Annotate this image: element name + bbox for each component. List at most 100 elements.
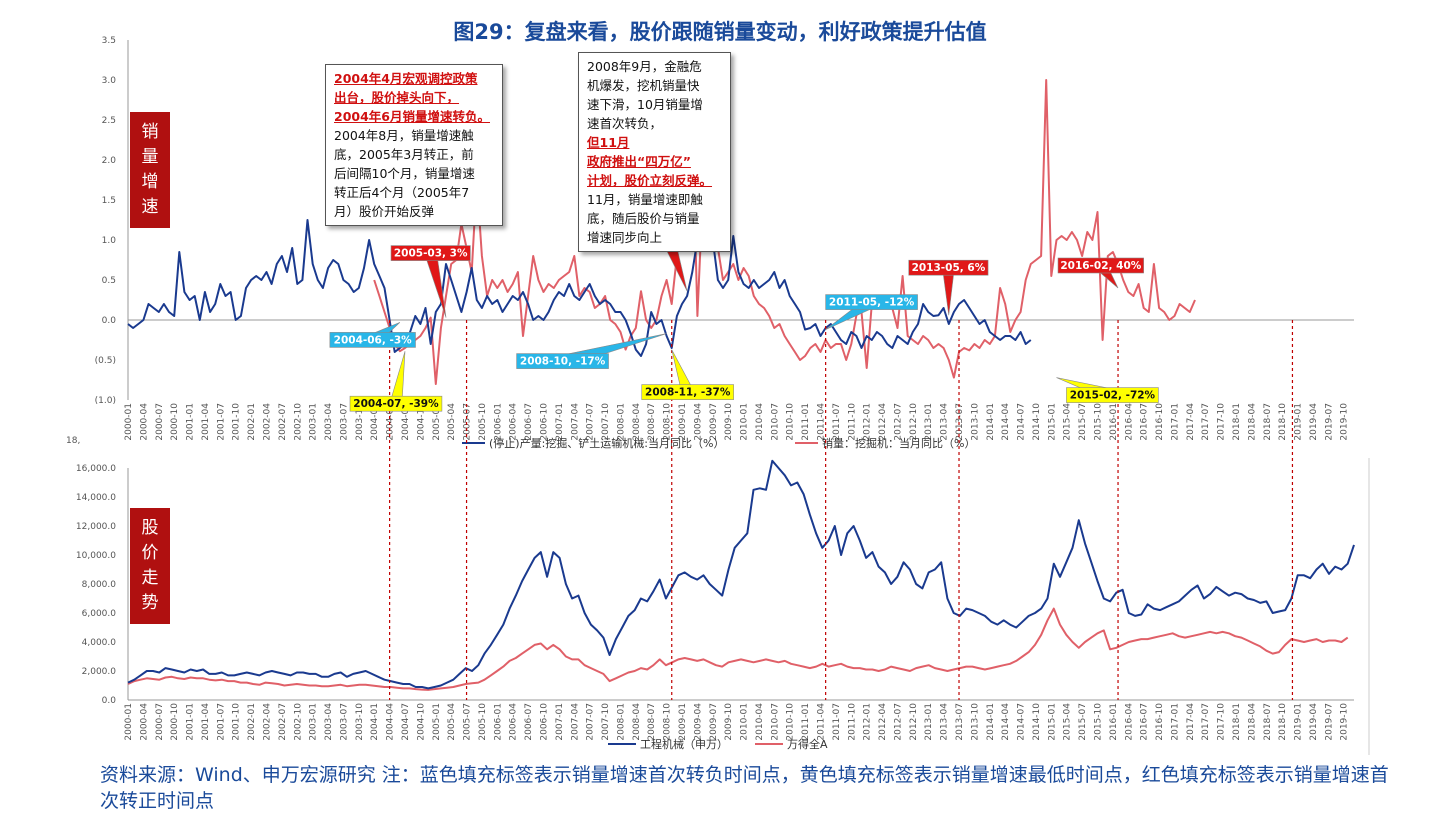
top-x-tick-label: 2016-01: [1109, 403, 1119, 441]
top-x-tick-label: 2010-04: [755, 403, 765, 441]
source-note: 资料来源：Wind、申万宏源研究 注：蓝色填充标签表示销量增速首次转负时间点，黄…: [100, 764, 1389, 812]
top-y-tick-label: 3.0: [102, 76, 117, 86]
callout-label: 2004-07, -39%: [353, 398, 439, 410]
note-2004: 2004年4月宏观调控政策 出台，股价掉头向下， 2004年6月销量增速转负。 …: [325, 64, 503, 226]
top-x-tick-label: 2002-01: [247, 403, 257, 441]
note-2008-line: 11月，销量增速即触: [587, 192, 703, 207]
bottom-x-tick-label: 2011-10: [847, 703, 857, 741]
note-2004-line: 后间隔10个月，销量增速: [334, 166, 475, 181]
top-x-tick-label: 2019-10: [1340, 403, 1350, 441]
bottom-y-tick-label: 6,000.0: [82, 609, 117, 619]
top-x-tick-label: 2008-10: [663, 403, 673, 441]
note-2004-line: 底，2005年3月转正，前: [334, 147, 474, 162]
bottom-x-tick-label: 2000-04: [139, 703, 149, 741]
top-badge-char: 速: [141, 197, 159, 217]
top-x-tick-label: 2007-10: [601, 403, 611, 441]
top-x-tick-label: 2011-04: [817, 403, 827, 441]
bottom-x-tick-label: 2007-01: [555, 703, 565, 741]
top-x-tick-label: 2009-01: [678, 403, 688, 441]
note-2004-red-line: 2004年4月宏观调控政策: [334, 71, 478, 86]
bottom-x-tick-label: 2014-07: [1017, 703, 1027, 741]
top-x-tick-label: 2003-07: [339, 403, 349, 441]
top-x-tick-label: 2012-04: [878, 403, 888, 441]
top-x-tick-label: 2005-10: [478, 403, 488, 441]
top-x-tick-label: 2019-07: [1324, 403, 1334, 441]
bottom-legend-label: 万得全A: [787, 737, 828, 751]
top-x-tick-label: 2000-01: [124, 403, 134, 441]
note-2008-line: 增速同步向上: [587, 230, 663, 245]
note-2008-line: 机爆发，挖机销量快: [587, 78, 700, 93]
bottom-x-tick-label: 2003-10: [355, 703, 365, 741]
bottom-x-tick-label: 2017-07: [1201, 703, 1211, 741]
top-x-tick-label: 2005-01: [432, 403, 442, 441]
top-y-tick-label: 0.5: [102, 276, 116, 286]
top-x-tick-label: 2007-01: [555, 403, 565, 441]
top-x-tick-label: 2012-01: [863, 403, 873, 441]
bottom-badge-char: 股: [141, 518, 159, 538]
note-2008-red-line: 但11月: [587, 135, 630, 150]
bottom-x-tick-label: 2008-07: [647, 703, 657, 741]
bottom-x-tick-label: 2005-04: [447, 703, 457, 741]
bottom-x-tick-label: 2014-01: [986, 703, 996, 741]
bottom-x-tick-label: 2018-07: [1263, 703, 1273, 741]
bottom-y-tick-label: 0.0: [102, 696, 117, 706]
bottom-legend-label: 工程机械（申万）: [640, 737, 728, 751]
top-x-tick-label: 2019-01: [1294, 403, 1304, 441]
top-x-tick-label: 2000-04: [139, 403, 149, 441]
bottom-x-tick-label: 2010-10: [786, 703, 796, 741]
note-2004-line: 月）股价开始反弹: [334, 204, 435, 219]
top-x-tick-label: 2006-01: [493, 403, 503, 441]
top-x-tick-label: 2018-07: [1263, 403, 1273, 441]
top-x-tick-label: 2012-10: [909, 403, 919, 441]
note-2008-line: 2008年9月，金融危: [587, 59, 702, 74]
top-x-tick-label: 2009-10: [724, 403, 734, 441]
bottom-x-tick-label: 2007-04: [570, 703, 580, 741]
bottom-x-tick-label: 2019-01: [1294, 703, 1304, 741]
top-chart-badge: 销 量 增 速: [130, 112, 170, 228]
bottom-x-tick-label: 2002-04: [263, 703, 273, 741]
top-x-tick-label: 2011-07: [832, 403, 842, 441]
callout-label: 2004-06, -3%: [334, 334, 413, 346]
bottom-x-tick-label: 2003-01: [309, 703, 319, 741]
top-x-tick-label: 2013-07: [955, 403, 965, 441]
bottom-x-tick-label: 2001-07: [216, 703, 226, 741]
bottom-x-tick-label: 2006-04: [509, 703, 519, 741]
callout-box: [516, 353, 609, 369]
bottom-x-tick-label: 2015-01: [1047, 703, 1057, 741]
top-x-tick-label: 2018-01: [1232, 403, 1242, 441]
bottom-y-tick-label: 2,000.0: [82, 667, 117, 677]
top-x-tick-label: 2007-07: [586, 403, 596, 441]
callout-label: 2015-02, -72%: [1070, 390, 1156, 402]
top-x-tick-label: 2013-01: [924, 403, 934, 441]
top-x-tick-label: 2008-04: [632, 403, 642, 441]
bottom-x-tick-label: 2003-07: [339, 703, 349, 741]
bottom-x-tick-label: 2014-10: [1032, 703, 1042, 741]
note-2008-red-line: 政府推出“四万亿”: [587, 154, 691, 169]
note-2008-red-line: 计划，股价立刻反弹。: [587, 173, 713, 188]
bottom-x-tick-label: 2010-07: [770, 703, 780, 741]
bottom-badge-char: 价: [141, 543, 159, 563]
bottom-x-tick-label: 2001-04: [201, 703, 211, 741]
bottom-x-tick-label: 2001-10: [232, 703, 242, 741]
bottom-x-tick-label: 2019-07: [1324, 703, 1334, 741]
top-x-tick-label: 2014-10: [1032, 403, 1042, 441]
top-x-tick-label: 2016-10: [1155, 403, 1165, 441]
top-x-tick-label: 2005-07: [463, 403, 473, 441]
bottom-series-wind-a-line: [127, 607, 1349, 691]
bottom-x-tick-label: 2008-04: [632, 703, 642, 741]
bottom-x-tick-label: 2008-01: [616, 703, 626, 741]
top-x-tick-label: 2015-10: [1094, 403, 1104, 441]
bottom-x-tick-label: 2018-10: [1278, 703, 1288, 741]
note-2004-red-line: 出台，股价掉头向下，: [334, 90, 460, 105]
top-x-tick-label: 2001-07: [216, 403, 226, 441]
callout-box: [390, 245, 471, 261]
top-x-tick-label: 2018-04: [1247, 403, 1257, 441]
bottom-x-tick-label: 2009-10: [724, 703, 734, 741]
callout-box: [908, 259, 989, 276]
bottom-badge-char: 走: [141, 568, 159, 588]
bottom-x-tick-label: 2006-10: [540, 703, 550, 741]
bottom-x-tick-label: 2004-07: [401, 703, 411, 741]
bottom-y-tick-label: 8,000.0: [82, 580, 117, 590]
callout-label: 2016-02, 40%: [1060, 260, 1141, 272]
top-x-tick-label: 2011-10: [847, 403, 857, 441]
